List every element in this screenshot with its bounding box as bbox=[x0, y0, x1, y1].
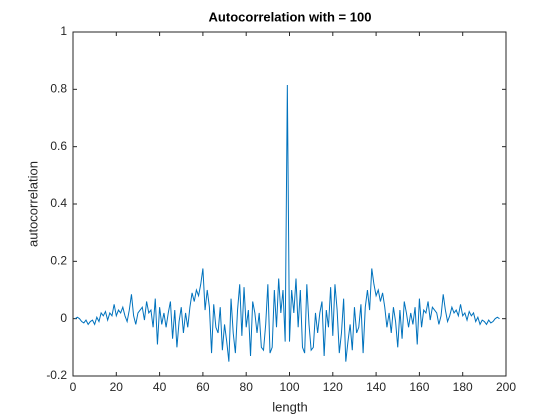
x-axis-label: length bbox=[272, 399, 307, 414]
x-tick-label: 0 bbox=[70, 380, 77, 394]
x-tick-label: 40 bbox=[153, 380, 167, 394]
y-tick-label: 0 bbox=[60, 311, 67, 325]
y-tick-label: 0.8 bbox=[50, 82, 67, 96]
x-tick-label: 120 bbox=[323, 380, 343, 394]
x-tick-label: 20 bbox=[110, 380, 124, 394]
x-tick-label: 160 bbox=[409, 380, 429, 394]
y-tick-label: -0.2 bbox=[46, 368, 67, 382]
x-tick-label: 200 bbox=[496, 380, 516, 394]
y-axis-label: autocorrelation bbox=[25, 161, 40, 247]
x-tick-label: 140 bbox=[366, 380, 386, 394]
y-tick-label: 0.6 bbox=[50, 139, 67, 153]
y-tick-label: 1 bbox=[60, 24, 67, 38]
y-tick-label: 0.4 bbox=[50, 196, 67, 210]
chart-title: Autocorrelation with = 100 bbox=[209, 9, 372, 24]
x-tick-label: 60 bbox=[196, 380, 210, 394]
x-tick-label: 100 bbox=[279, 380, 299, 394]
x-tick-label: 80 bbox=[240, 380, 254, 394]
x-tick-label: 180 bbox=[453, 380, 473, 394]
y-tick-label: 0.2 bbox=[50, 254, 67, 268]
data-line bbox=[74, 85, 500, 362]
